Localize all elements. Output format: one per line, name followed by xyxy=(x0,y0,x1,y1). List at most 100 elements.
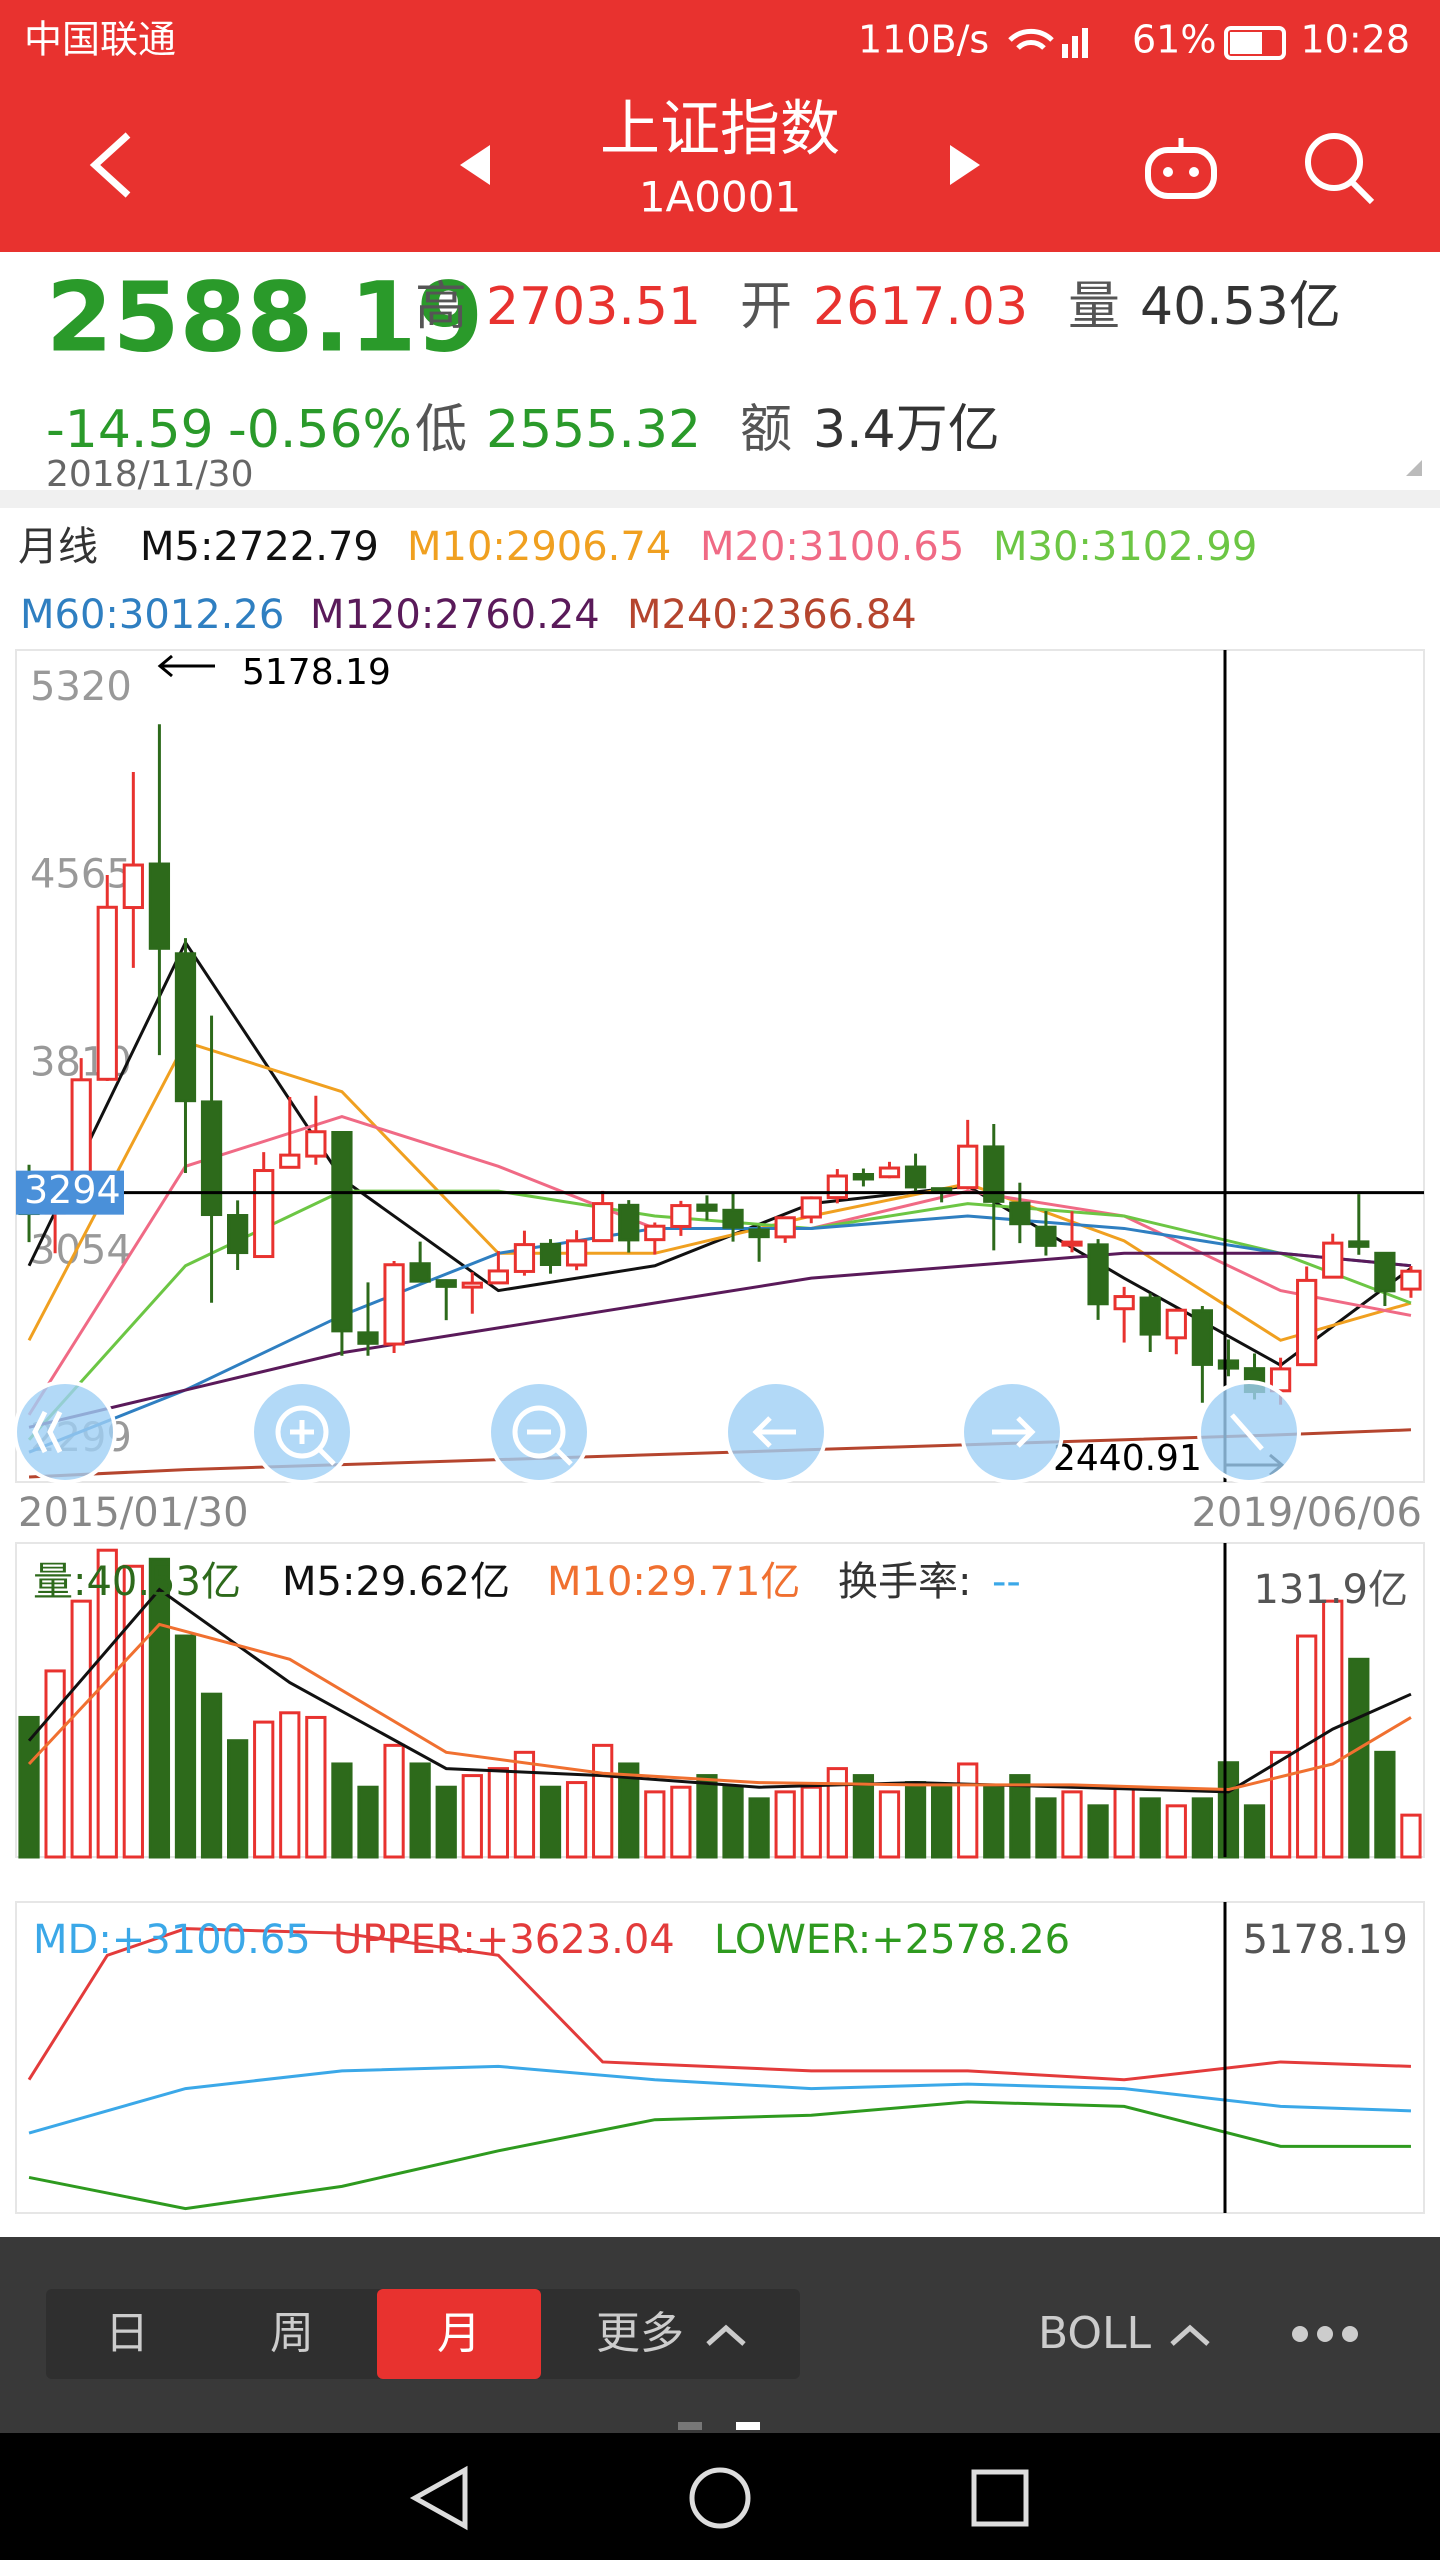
net-speed: 110B/s xyxy=(858,18,989,62)
y-tick-label: 5178.19 xyxy=(1243,1917,1408,1963)
y-tick-label: 3054 xyxy=(30,1227,132,1273)
candle-body xyxy=(279,1153,301,1169)
candle-body xyxy=(774,1216,796,1239)
arrow xyxy=(157,654,215,678)
volume-value: 40.53亿 xyxy=(1140,277,1341,337)
volume-bar xyxy=(1113,1785,1135,1859)
expand-corner[interactable] xyxy=(1406,460,1422,476)
volume-bar xyxy=(904,1781,927,1859)
candle-body xyxy=(800,1196,822,1219)
battery-icon xyxy=(1224,26,1286,60)
candle-body xyxy=(1348,1240,1370,1248)
max-annotation: 5178.19 xyxy=(242,652,391,693)
nav-back[interactable] xyxy=(409,2465,468,2531)
legend-item: M10:2906.74 xyxy=(407,524,671,570)
stock-name: 上证指数 xyxy=(600,95,840,165)
candle-body xyxy=(1061,1240,1083,1247)
candle-body xyxy=(305,1130,327,1158)
volume-label: 量 xyxy=(1068,277,1120,337)
volume-bar xyxy=(18,1715,40,1859)
robot-button[interactable] xyxy=(1145,138,1217,199)
legend-item: M60:3012.26 xyxy=(20,592,284,638)
next-stock[interactable] xyxy=(950,145,980,185)
volume-bar xyxy=(331,1762,353,1859)
volume-bar xyxy=(435,1785,457,1859)
volume-bar xyxy=(305,1715,327,1859)
candle-body xyxy=(1296,1278,1318,1367)
ma-line xyxy=(27,939,1412,1367)
volume-bar xyxy=(931,1785,953,1859)
volume-bar xyxy=(592,1743,614,1859)
nav-recent[interactable] xyxy=(971,2469,1029,2527)
legend-item: M240:2366.84 xyxy=(627,592,917,638)
amount-value: 3.4万亿 xyxy=(813,400,1000,460)
carrier: 中国联通 xyxy=(24,18,176,62)
candle-body xyxy=(983,1145,1005,1203)
volume-bar xyxy=(1400,1813,1422,1859)
amount-label: 额 xyxy=(740,400,792,460)
clock: 10:28 xyxy=(1300,18,1410,62)
volume-bar xyxy=(878,1790,901,1859)
volume-bar xyxy=(279,1711,301,1859)
turnover-value: -- xyxy=(992,1559,1021,1605)
stock-code: 1A0001 xyxy=(639,173,801,222)
header-bg xyxy=(0,0,1440,252)
volume-bar xyxy=(1035,1797,1057,1859)
candle-body xyxy=(1400,1269,1422,1291)
volume-bar xyxy=(1139,1797,1161,1859)
volume-bar xyxy=(1061,1790,1083,1859)
ma-line xyxy=(28,1251,1412,1429)
volume-bar xyxy=(383,1743,405,1859)
volume-bar xyxy=(70,1599,92,1859)
tab-more[interactable]: 更多 xyxy=(596,2308,684,2359)
back-button[interactable] xyxy=(89,132,131,198)
candle-body xyxy=(826,1174,848,1200)
volume-bar xyxy=(774,1790,796,1859)
ma-line xyxy=(27,1927,1412,2082)
change: -14.59 xyxy=(46,400,214,460)
crosshair-label: 3294 xyxy=(24,1168,121,1212)
ma-line xyxy=(28,2064,1412,2135)
more-button[interactable] xyxy=(1292,2326,1358,2342)
legend-item: M120:2760.24 xyxy=(310,592,600,638)
tab-week[interactable]: 周 xyxy=(270,2308,314,2359)
date-label: 2019/06/06 xyxy=(1191,1490,1422,1536)
y-tick-label: 4565 xyxy=(30,852,132,898)
open-value: 2617.03 xyxy=(813,277,1028,337)
fullscreen-button[interactable] xyxy=(13,1380,117,1484)
volume-bar xyxy=(44,1669,66,1859)
candle-body xyxy=(722,1208,744,1229)
separator xyxy=(0,490,1440,508)
volume-bar xyxy=(1269,1750,1292,1859)
volume-bar xyxy=(1087,1804,1109,1859)
volume-bar xyxy=(670,1785,692,1859)
legend-item: M20:3100.65 xyxy=(700,524,964,570)
search-button[interactable] xyxy=(1305,133,1375,205)
tab-month[interactable]: 月 xyxy=(437,2308,481,2359)
date-label: 2015/01/30 xyxy=(18,1490,249,1536)
candle-body xyxy=(513,1243,536,1273)
candle-body xyxy=(148,862,171,950)
high-value: 2703.51 xyxy=(486,277,701,337)
page-dot xyxy=(736,2422,760,2430)
candle-body xyxy=(878,1166,901,1179)
ma-line xyxy=(27,1587,1412,1794)
volume-bar xyxy=(1348,1657,1370,1859)
min-annotation: 2440.91 xyxy=(1053,1438,1202,1479)
signal-icon xyxy=(1072,36,1078,58)
legend-item: M5:2722.79 xyxy=(140,524,379,570)
indicator-select[interactable]: BOLL xyxy=(1038,2308,1152,2359)
legend-item: M30:3102.99 xyxy=(993,524,1257,570)
signal-icon xyxy=(1082,28,1088,58)
nav-home[interactable] xyxy=(689,2467,751,2529)
tab-day[interactable]: 日 xyxy=(105,2308,149,2359)
volume-bar xyxy=(1374,1750,1396,1859)
volume-bar xyxy=(957,1762,979,1859)
candle-body xyxy=(70,1078,92,1184)
legend-item: MD:+3100.65 xyxy=(33,1917,311,1963)
prev-stock[interactable] xyxy=(460,145,490,185)
y-tick-label: 131.9亿 xyxy=(1253,1567,1408,1613)
wifi-icon xyxy=(1008,28,1054,50)
